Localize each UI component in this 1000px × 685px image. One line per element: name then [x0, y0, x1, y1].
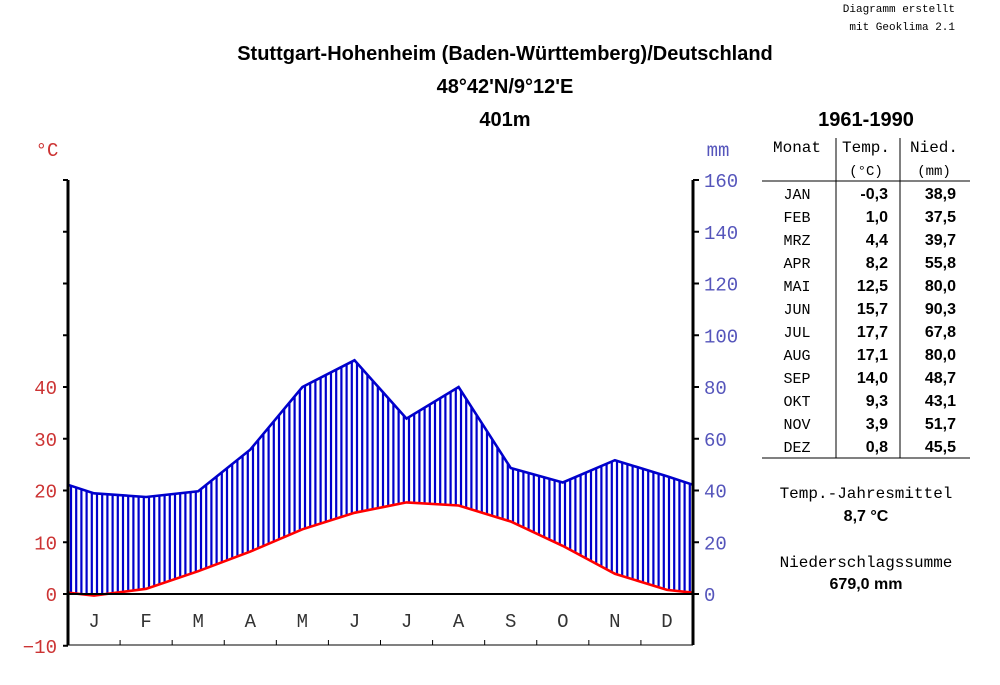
station-coords: 48°42'N/9°12'E: [437, 76, 574, 98]
table-month: JUL: [783, 325, 810, 342]
precip-sum-value: 679,0 mm: [830, 576, 903, 593]
month-label: F: [140, 611, 151, 633]
table-precip: 80,0: [925, 347, 956, 364]
month-label: A: [453, 611, 465, 633]
month-label: J: [401, 611, 412, 633]
table-precip: 43,1: [925, 393, 956, 410]
table-month: JAN: [783, 187, 810, 204]
table-unit: (°C): [849, 164, 883, 180]
table-temp: 3,9: [866, 416, 888, 433]
table-precip: 80,0: [925, 278, 956, 295]
table-precip: 51,7: [925, 416, 956, 433]
credit-line-2: mit Geoklima 2.1: [849, 22, 955, 34]
temp-tick-label: −10: [23, 637, 57, 659]
table-precip: 38,9: [925, 186, 956, 203]
table-temp: 14,0: [857, 370, 888, 387]
table-temp: 15,7: [857, 301, 888, 318]
month-label: M: [297, 611, 308, 633]
month-label: O: [557, 611, 568, 633]
table-month: FEB: [783, 210, 810, 227]
table-month: APR: [783, 256, 810, 273]
table-temp: 1,0: [866, 209, 888, 226]
precipitation-line: [67, 358, 694, 499]
station-elevation: 401m: [479, 109, 530, 131]
month-label: M: [193, 611, 204, 633]
precip-tick-label: 80: [704, 378, 727, 400]
table-temp: 17,7: [857, 324, 888, 341]
table-header: Nied.: [910, 139, 958, 157]
temp-tick-label: 20: [34, 482, 57, 504]
precip-hatch: [69, 361, 691, 596]
temp-tick-label: 30: [34, 430, 57, 452]
credit-line-1: Diagramm erstellt: [843, 4, 955, 16]
table-precip: 39,7: [925, 232, 956, 249]
month-label: J: [88, 611, 99, 633]
table-temp: -0,3: [860, 186, 888, 203]
precip-tick-label: 0: [704, 585, 715, 607]
table-temp: 0,8: [866, 439, 888, 456]
table-month: SEP: [783, 371, 810, 388]
month-label: S: [505, 611, 516, 633]
table-header: Monat: [773, 139, 821, 157]
table-temp: 8,2: [866, 255, 888, 272]
precip-tick-label: 40: [704, 482, 727, 504]
table-precip: 67,8: [925, 324, 956, 341]
table-unit: (mm): [917, 164, 951, 180]
table-temp: 12,5: [857, 278, 888, 295]
precip-tick-label: 160: [704, 171, 738, 193]
table-precip: 45,5: [925, 439, 956, 456]
table-month: OKT: [783, 394, 810, 411]
month-label: D: [661, 611, 672, 633]
table-precip: 55,8: [925, 255, 956, 272]
temp-mean-label: Temp.-Jahresmittel: [780, 485, 953, 503]
precip-tick-label: 20: [704, 533, 727, 555]
table-temp: 4,4: [866, 232, 888, 249]
precip-tick-label: 60: [704, 430, 727, 452]
table-month: DEZ: [783, 440, 810, 457]
table-precip: 90,3: [925, 301, 956, 318]
temperature-line: [67, 501, 694, 597]
table-month: JUN: [783, 302, 810, 319]
climate-table: Monat Temp. Nied. (°C) (mm) JAN -0,3 38,9 FEB 1,0…: [762, 138, 970, 459]
month-label: J: [349, 611, 360, 633]
temp-mean-value: 8,7 °C: [844, 508, 889, 525]
period: 1961-1990: [818, 109, 914, 131]
station-title: Stuttgart-Hohenheim (Baden-Württemberg)/…: [237, 43, 773, 65]
table-month: MAI: [783, 279, 810, 296]
precip-sum-label: Niederschlagssumme: [780, 554, 953, 572]
table-precip: 48,7: [925, 370, 956, 387]
table-precip: 37,5: [925, 209, 956, 226]
temp-unit-label: °C: [36, 140, 59, 162]
temp-tick-label: 40: [34, 378, 57, 400]
temp-tick-label: 10: [34, 533, 57, 555]
table-month: NOV: [783, 417, 810, 434]
precip-tick-label: 100: [704, 326, 738, 348]
table-temp: 9,3: [866, 393, 888, 410]
temp-tick-label: 0: [46, 585, 57, 607]
table-month: MRZ: [783, 233, 810, 250]
table-month: AUG: [783, 348, 810, 365]
precip-tick-label: 140: [704, 223, 738, 245]
table-temp: 17,1: [857, 347, 888, 364]
month-label: N: [609, 611, 620, 633]
month-label: A: [245, 611, 257, 633]
table-header: Temp.: [842, 139, 890, 157]
precip-unit-label: mm: [707, 140, 730, 162]
precip-tick-label: 120: [704, 275, 738, 297]
